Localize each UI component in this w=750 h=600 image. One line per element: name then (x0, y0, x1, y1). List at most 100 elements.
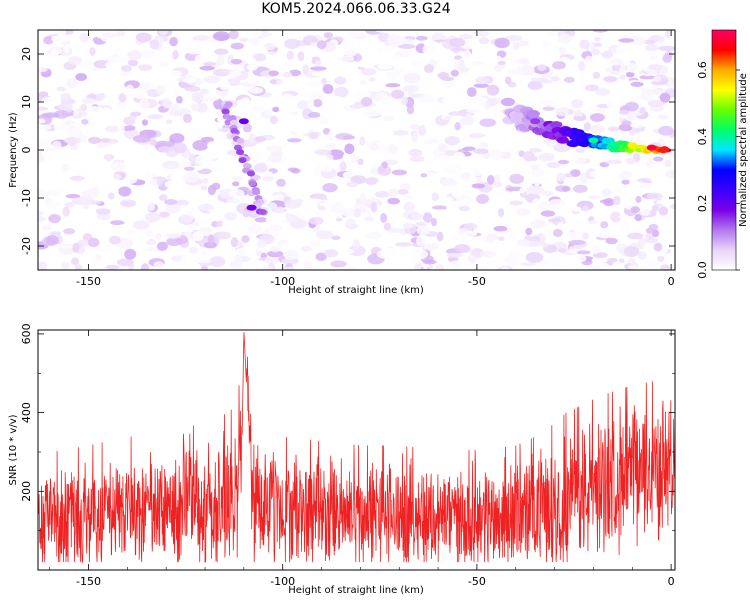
heatmap-blob (600, 97, 610, 104)
heatmap-blob (340, 66, 348, 73)
heatmap-cells (38, 30, 675, 270)
heatmap-blob (197, 204, 214, 211)
heatmap-blob (97, 143, 106, 149)
heatmap-blob (536, 30, 544, 37)
heatmap-blob (504, 35, 523, 41)
heatmap-blob (456, 200, 466, 207)
heatmap-blob (184, 166, 195, 171)
heatmap-blob (274, 206, 285, 214)
heatmap-blob (180, 254, 187, 265)
heatmap-blob (498, 236, 505, 242)
heatmap-blob (79, 209, 88, 216)
heatmap-blob (444, 135, 460, 146)
heatmap-blob (630, 81, 644, 87)
heatmap-blob (420, 173, 428, 178)
heatmap-blob (271, 150, 284, 157)
heatmap-streak-blob (228, 115, 237, 122)
heatmap-blob (74, 264, 83, 270)
heatmap-blob (163, 89, 173, 100)
heatmap-blob (240, 97, 251, 107)
heatmap-blob (516, 163, 526, 169)
heatmap-blob (199, 65, 215, 71)
heatmap-blob (571, 206, 582, 212)
heatmap-blob (624, 101, 639, 112)
heatmap-blob (294, 198, 304, 204)
heatmap-blob (226, 198, 241, 204)
heatmap-blob (422, 43, 436, 55)
heatmap-blob (346, 218, 355, 227)
heatmap-blob (173, 87, 182, 98)
heatmap-feature (246, 204, 257, 211)
heatmap-blob (648, 133, 661, 138)
heatmap-blob (552, 229, 563, 238)
heatmap-blob (83, 177, 98, 188)
snr-y-tick-label: 600 (20, 323, 33, 344)
heatmap-blob (262, 175, 274, 182)
heatmap-blob (170, 255, 182, 262)
heatmap-blob (68, 55, 83, 65)
heatmap-blob (473, 30, 490, 37)
heatmap-blob (413, 249, 428, 260)
heatmap-blob (349, 104, 366, 109)
heatmap-blob (191, 104, 199, 112)
heatmap-blob (69, 175, 85, 181)
heatmap-blob (63, 136, 81, 144)
heatmap-blob (133, 90, 149, 100)
heatmap-blob (107, 209, 125, 214)
heatmap-blob (579, 39, 590, 50)
heatmap-blob (116, 258, 135, 267)
heatmap-blob (81, 97, 96, 105)
heatmap-blob (235, 247, 253, 256)
heatmap-blob (402, 222, 414, 229)
heatmap-blob (618, 63, 627, 75)
heatmap-blob (418, 144, 435, 152)
heatmap-blob (45, 235, 59, 246)
heatmap-blob (159, 62, 169, 68)
heatmap-blob (603, 198, 615, 207)
heatmap-blob (383, 115, 395, 122)
heatmap-blob (330, 260, 347, 268)
heatmap-blob (415, 35, 428, 41)
heatmap-blob (161, 160, 180, 170)
heatmap-blob (80, 103, 87, 112)
heatmap-blob (537, 64, 547, 72)
heatmap-blob (232, 181, 240, 187)
heatmap-blob (471, 61, 484, 66)
heatmap-blob (290, 111, 299, 116)
heatmap-blob (645, 158, 654, 169)
heatmap-blob (468, 133, 486, 139)
heatmap-blob (211, 182, 221, 190)
heatmap-blob (610, 69, 621, 76)
heatmap-blob (398, 38, 416, 45)
heatmap-blob (664, 159, 672, 168)
heatmap-blob (519, 57, 530, 65)
heatmap-feature (658, 147, 669, 153)
heatmap-blob (44, 196, 51, 204)
heatmap-blob (62, 206, 71, 217)
heatmap-blob (41, 96, 57, 106)
heatmap-blob (504, 76, 512, 85)
heatmap-blob (213, 231, 231, 240)
heatmap-blob (282, 71, 293, 78)
heatmap-blob (527, 80, 543, 91)
heatmap-blob (391, 89, 405, 100)
heatmap-blob (538, 152, 555, 162)
heatmap-blob (530, 163, 540, 171)
heatmap-blob (462, 230, 478, 237)
heatmap-blob (153, 261, 164, 268)
heatmap-blob (118, 186, 132, 197)
heatmap-blob (251, 106, 265, 111)
colorbar-ticks: 0.0 0.2 0.4 0.6 (696, 61, 740, 279)
heatmap-blob (199, 88, 209, 95)
heatmap-blob (568, 240, 586, 245)
heatmap-streak-blob (224, 101, 233, 108)
heatmap-blob (463, 222, 478, 231)
heatmap-blob (81, 119, 89, 125)
heatmap-blob (343, 97, 351, 107)
heatmap-blob (248, 37, 260, 46)
heatmap-blob (577, 61, 586, 72)
heatmap-blob (626, 86, 642, 98)
heatmap-blob (328, 130, 336, 141)
heatmap-blob (403, 72, 421, 84)
heatmap-blob (147, 114, 163, 120)
